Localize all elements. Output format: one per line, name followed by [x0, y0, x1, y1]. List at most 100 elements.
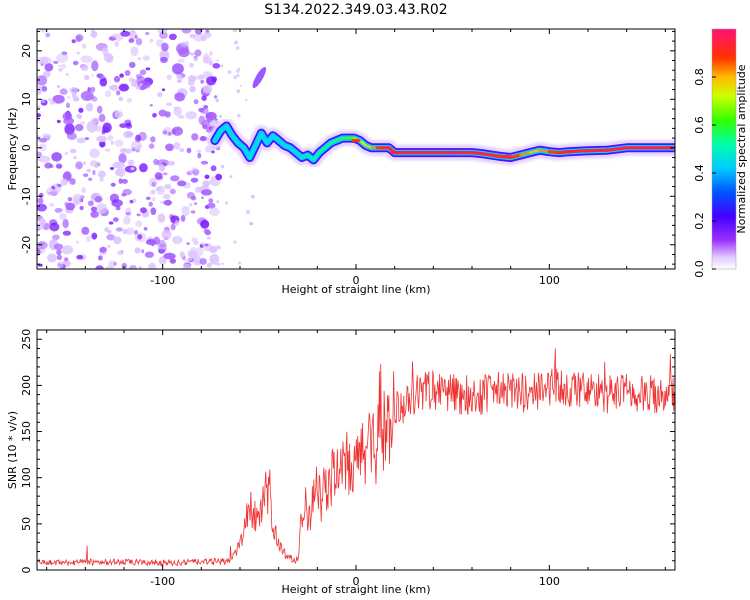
noise-blob	[62, 230, 72, 236]
noise-blob	[161, 42, 169, 52]
noise-blob	[37, 75, 48, 86]
noise-blob	[191, 133, 199, 141]
colorbar-tick-label: 0.8	[693, 68, 706, 86]
noise-blob	[198, 115, 205, 125]
ridge-core-segment	[271, 134, 280, 142]
noise-blob	[87, 87, 91, 93]
noise-blob	[54, 207, 62, 213]
noise-blob	[148, 143, 155, 149]
noise-blob	[137, 57, 142, 61]
noise-blob	[39, 192, 44, 198]
noise-blob	[179, 148, 184, 153]
noise-blob	[144, 251, 154, 258]
ridge-core-segment	[306, 154, 315, 161]
snr-y-axis-label: SNR (10 * v/v)	[6, 411, 19, 489]
noise-blob	[189, 52, 195, 56]
noise-blob	[74, 124, 84, 132]
spectrogram-x-tick-label: 0	[353, 274, 360, 287]
ridge-peak	[447, 151, 458, 155]
noise-blob	[114, 168, 123, 176]
noise-blob	[118, 96, 124, 102]
noise-blob	[67, 197, 73, 202]
noise-blob	[57, 261, 64, 269]
noise-blob	[57, 64, 62, 68]
noise-blob	[52, 94, 65, 104]
noise-blob	[189, 33, 196, 39]
noise-blob	[134, 34, 138, 40]
colorbar-tick-label: 0.0	[693, 260, 706, 278]
noise-blob	[186, 192, 195, 199]
ridge-core-segment	[242, 146, 251, 159]
ridge-core-segment	[318, 146, 327, 154]
noise-blob	[202, 84, 213, 94]
noise-blob	[47, 253, 57, 263]
noise-blob	[158, 109, 167, 117]
noise-blob	[140, 207, 147, 214]
noise-dot	[250, 194, 255, 199]
noise-blob	[130, 140, 143, 152]
noise-blob	[95, 265, 104, 269]
noise-blob	[194, 29, 203, 35]
noise-blob	[200, 196, 205, 200]
noise-dot	[236, 89, 241, 94]
ridge-peak	[563, 150, 574, 154]
ridge-core-segment	[237, 141, 245, 149]
noise-blob	[128, 38, 135, 43]
ridge-core-segment	[277, 139, 286, 147]
noise-blob	[76, 113, 82, 119]
noise-blob	[167, 131, 173, 136]
noise-blob	[163, 252, 176, 260]
noise-blob	[37, 151, 42, 158]
noise-blob	[44, 162, 52, 169]
noise-blob	[145, 67, 151, 71]
noise-blob	[81, 64, 89, 72]
ridge-core-segment	[480, 152, 493, 157]
noise-blob	[186, 242, 190, 245]
noise-blob	[53, 60, 59, 64]
noise-blob	[60, 178, 68, 186]
spectrogram-y-tick-label: -10	[20, 187, 33, 205]
ridge-core-segment	[324, 141, 332, 149]
noise-blob	[204, 230, 212, 236]
ridge-core-segment	[289, 146, 298, 154]
noise-blob	[157, 92, 163, 98]
ridge-peak	[389, 151, 400, 155]
noise-blob	[116, 90, 121, 96]
noise-blob	[200, 189, 213, 196]
noise-blob	[110, 140, 115, 145]
noise-blob	[167, 160, 176, 166]
noise-blob	[122, 188, 132, 196]
noise-dot	[216, 200, 220, 204]
noise-dot	[250, 222, 254, 226]
noise-blob	[192, 167, 197, 171]
noise-blob	[95, 203, 108, 214]
noise-blob	[74, 196, 80, 203]
noise-blob	[199, 258, 207, 265]
noise-blob	[194, 202, 198, 206]
noise-blob	[183, 258, 188, 262]
noise-blob	[64, 257, 69, 262]
spectrogram-y-tick-label: 20	[20, 44, 33, 58]
noise-blob	[83, 161, 86, 165]
noise-blob	[55, 163, 63, 169]
ridge-core-segment	[213, 129, 222, 142]
snr-x-tick-label: 0	[353, 575, 360, 588]
noise-blob	[48, 98, 52, 102]
noise-blob	[59, 88, 68, 95]
noise-blob	[105, 148, 111, 152]
noise-blob	[37, 241, 48, 250]
noise-blob	[42, 133, 52, 140]
noise-blob	[37, 155, 51, 163]
noise-blob	[72, 60, 79, 66]
noise-region	[37, 29, 255, 269]
noise-blob	[135, 38, 143, 46]
noise-blob	[176, 127, 180, 131]
noise-blob	[67, 96, 71, 99]
noise-blob	[75, 34, 84, 42]
noise-blob	[107, 135, 114, 141]
noise-blob	[195, 247, 204, 257]
noise-blob	[61, 245, 74, 255]
noise-blob	[75, 161, 83, 170]
noise-blob	[90, 210, 99, 218]
